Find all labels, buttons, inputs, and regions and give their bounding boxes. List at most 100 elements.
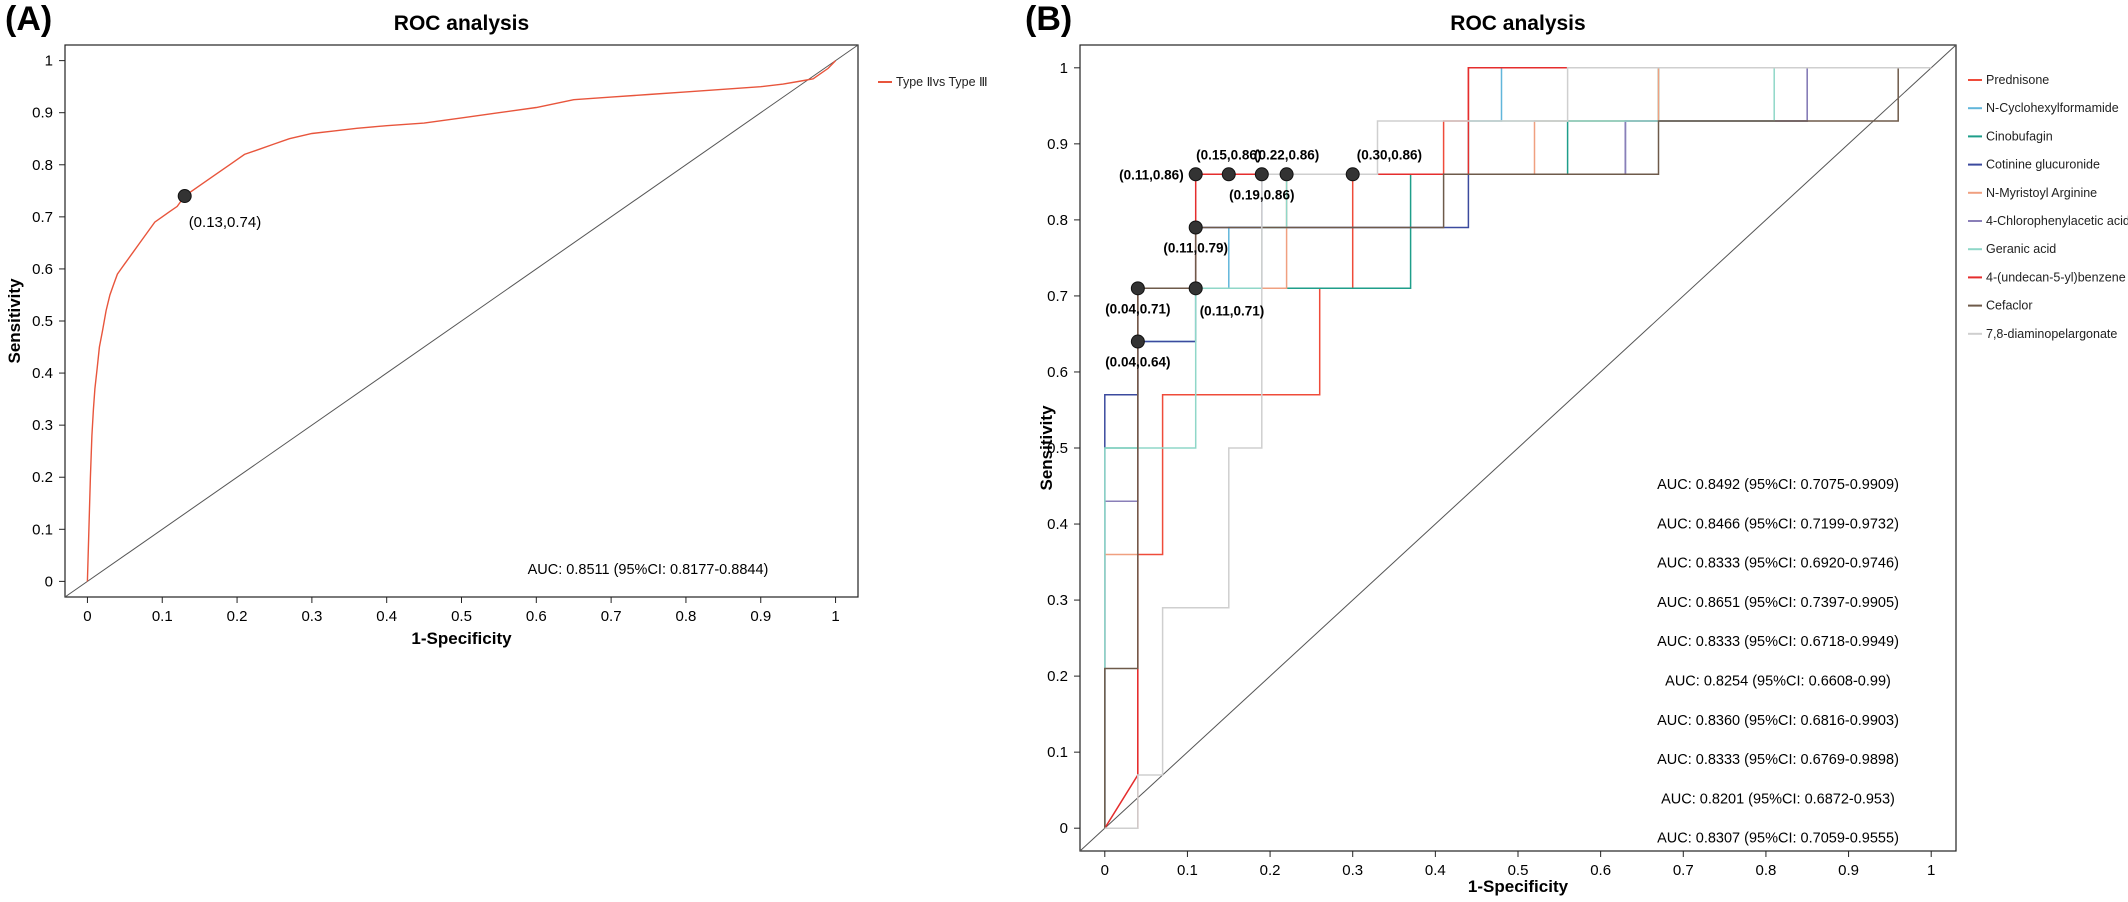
cutoff-label: (0.30,0.86) <box>1357 147 1422 162</box>
cutoff-point <box>177 189 192 204</box>
roc-curve-9 <box>1104 67 1932 829</box>
cutoff-label: (0.22,0.86) <box>1254 147 1319 162</box>
y-tick-label: 0.8 <box>1047 212 1068 229</box>
cutoff-label: (0.04,0.71) <box>1105 301 1170 316</box>
y-tick-label: 0.7 <box>1047 288 1068 305</box>
x-tick-label: 0.8 <box>1755 862 1776 879</box>
x-tick-label: 0 <box>1101 862 1109 879</box>
legend-entry: Geranic acid <box>1986 242 2056 256</box>
auc-annotation: AUC: 0.8201 (95%CI: 0.6872-0.953) <box>1661 791 1895 807</box>
y-tick-label: 0.9 <box>1047 136 1068 153</box>
cutoff-point <box>1345 167 1360 182</box>
roc-chart-b: (B) ROC analysis 0 0.1 0.2 0.3 0.4 0.5 0.6 0.7 0.8… <box>1025 0 2128 896</box>
x-tick-label: 0.3 <box>1342 862 1363 879</box>
x-tick-label: 0.5 <box>451 608 472 625</box>
y-tick-label: 0.9 <box>32 105 53 122</box>
x-tick-label: 0.9 <box>1838 862 1859 879</box>
auc-annotation: AUC: 0.8651 (95%CI: 0.7397-0.9905) <box>1657 595 1899 611</box>
roc-chart-a: (A) ROC analysis 0 0.1 0.2 0.3 0.4 0.5 0.6 0.7 0.8… <box>5 0 988 648</box>
x-axis-label: 1-Specificity <box>1468 877 1569 896</box>
cutoff-label: (0.13,0.74) <box>189 214 262 231</box>
y-tick-label: 0.4 <box>32 365 53 382</box>
y-tick-label: 0.8 <box>32 157 53 174</box>
x-tick-label: 0.2 <box>1260 862 1281 879</box>
x-tick-label: 0 <box>83 608 91 625</box>
legend-entry: Prednisone <box>1986 73 2049 87</box>
y-tick-label: 0 <box>45 573 53 590</box>
cutoff-point <box>1254 167 1269 182</box>
y-tick-label: 1 <box>45 53 53 70</box>
x-tick-label: 0.2 <box>227 608 248 625</box>
legend-entry: 4-(undecan-5-yl)benzene <box>1986 270 2126 284</box>
cutoff-label: (0.15,0.86) <box>1196 147 1261 162</box>
legend-entry: Cinobufagin <box>1986 129 2053 143</box>
panel-tag: (B) <box>1025 0 1072 38</box>
roc-curve-0 <box>86 60 837 582</box>
x-tick-label: 0.7 <box>601 608 622 625</box>
auc-annotation: AUC: 0.8333 (95%CI: 0.6769-0.9898) <box>1657 752 1899 768</box>
cutoff-label: (0.11,0.86) <box>1119 167 1184 182</box>
auc-annotation: AUC: 0.8492 (95%CI: 0.7075-0.9909) <box>1657 477 1899 493</box>
y-tick-label: 0.5 <box>1047 440 1068 457</box>
x-axis-label: 1-Specificity <box>411 629 512 648</box>
legend-entry: 7,8-diaminopelargonate <box>1986 327 2117 341</box>
auc-annotation: AUC: 0.8333 (95%CI: 0.6718-0.9949) <box>1657 634 1899 650</box>
cutoff-point <box>1221 167 1236 182</box>
auc-annotation: AUC: 0.8360 (95%CI: 0.6816-0.9903) <box>1657 713 1899 729</box>
reference-diagonal <box>64 44 859 598</box>
y-axis-label: Sensitivity <box>1037 405 1056 491</box>
x-tick-label: 0.9 <box>750 608 771 625</box>
roc-curve-8 <box>1104 67 1932 829</box>
y-tick-label: 0.6 <box>32 261 53 278</box>
legend-entry: N-Myristoyl Arginine <box>1986 186 2097 200</box>
cutoff-label: (0.19,0.86) <box>1229 187 1294 202</box>
auc-annotation: AUC: 0.8511 (95%CI: 0.8177-0.8844) <box>528 562 769 578</box>
x-tick-label: 0.7 <box>1673 862 1694 879</box>
auc-annotation: AUC: 0.8254 (95%CI: 0.6608-0.99) <box>1665 674 1891 690</box>
auc-annotation: AUC: 0.8466 (95%CI: 0.7199-0.9732) <box>1657 516 1899 532</box>
y-tick-label: 0 <box>1060 820 1068 837</box>
y-tick-label: 0.7 <box>32 209 53 226</box>
chart-title: ROC analysis <box>394 12 529 35</box>
y-tick-label: 0.4 <box>1047 516 1068 533</box>
legend-entry: Cefaclor <box>1986 299 2033 313</box>
reference-diagonal <box>1079 44 1957 852</box>
cutoff-point <box>1188 220 1203 235</box>
auc-annotation: AUC: 0.8333 (95%CI: 0.6920-0.9746) <box>1657 556 1899 572</box>
cutoff-label: (0.11,0.79) <box>1163 240 1228 255</box>
cutoff-point <box>1188 281 1203 296</box>
y-tick-label: 0.5 <box>32 313 53 330</box>
x-tick-label: 0.8 <box>676 608 697 625</box>
legend-entry: Cotinine glucuronide <box>1986 158 2100 172</box>
legend-entry: Type Ⅱvs Type Ⅲ <box>896 75 988 89</box>
cutoff-label: (0.04,0.64) <box>1105 355 1170 370</box>
cutoff-point <box>1188 167 1203 182</box>
x-tick-label: 0.1 <box>152 608 173 625</box>
y-tick-label: 1 <box>1060 60 1068 77</box>
x-tick-label: 0.3 <box>301 608 322 625</box>
x-tick-label: 0.4 <box>376 608 397 625</box>
y-axis-label: Sensitivity <box>5 278 24 364</box>
auc-annotation: AUC: 0.8307 (95%CI: 0.7059-0.9555) <box>1657 831 1899 847</box>
y-tick-label: 0.1 <box>1047 744 1068 761</box>
y-tick-label: 0.1 <box>32 521 53 538</box>
y-tick-label: 0.2 <box>1047 668 1068 685</box>
x-tick-label: 0.1 <box>1177 862 1198 879</box>
legend-entry: N-Cyclohexylformamide <box>1986 101 2119 115</box>
legend-entry: 4-Chlorophenylacetic acid <box>1986 214 2128 228</box>
y-tick-label: 0.3 <box>1047 592 1068 609</box>
x-tick-label: 0.4 <box>1425 862 1446 879</box>
y-tick-label: 0.2 <box>32 469 53 486</box>
x-tick-label: 0.6 <box>1590 862 1611 879</box>
x-tick-label: 0.5 <box>1508 862 1529 879</box>
x-tick-label: 1 <box>831 608 839 625</box>
y-tick-label: 0.3 <box>32 417 53 434</box>
y-tick-label: 0.6 <box>1047 364 1068 381</box>
cutoff-point <box>1130 334 1145 349</box>
cutoff-point <box>1279 167 1294 182</box>
x-tick-label: 1 <box>1927 862 1935 879</box>
cutoff-label: (0.11,0.71) <box>1200 303 1265 318</box>
panel-tag: (A) <box>5 0 52 38</box>
